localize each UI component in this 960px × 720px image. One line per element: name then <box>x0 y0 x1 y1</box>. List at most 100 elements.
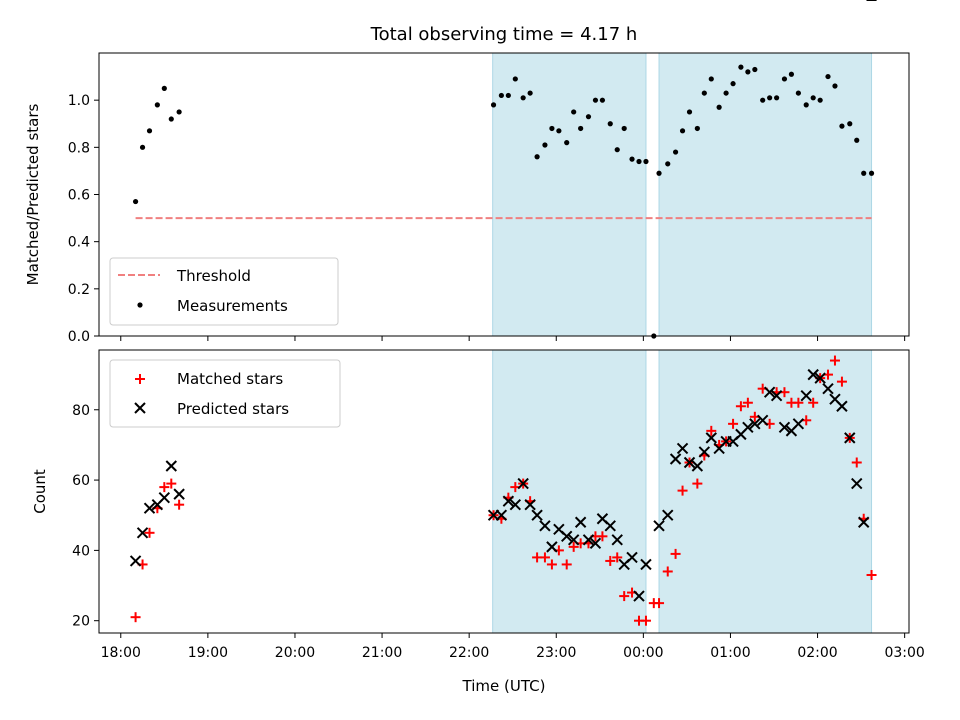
legend-measurements-swatch <box>137 302 143 308</box>
predicted-stars-point <box>502 495 515 507</box>
observing-window-2 <box>658 349 873 634</box>
matched-stars-point <box>793 397 804 408</box>
measurement-point <box>571 109 577 115</box>
matched-stars-point <box>568 541 579 552</box>
measurement-point <box>139 144 146 150</box>
measurement-point <box>636 158 642 165</box>
matched-stars-point <box>166 478 177 489</box>
y-tick-label: 0.6 <box>68 188 90 204</box>
measurement-point <box>679 128 686 134</box>
measurement-point <box>774 95 780 101</box>
measurement-point <box>168 116 174 122</box>
measurement-point <box>767 95 773 101</box>
measurement-point <box>665 161 671 167</box>
measurement-point <box>854 137 860 143</box>
x-tick-label: 23:00 <box>536 645 576 661</box>
predicted-stars-point <box>851 477 863 490</box>
matched-stars-point <box>546 559 557 570</box>
matched-stars-point <box>851 457 862 468</box>
measurement-point <box>154 102 160 108</box>
predicted-stars-point <box>165 460 177 472</box>
measurement-point <box>621 125 627 132</box>
measurement-point <box>592 97 599 103</box>
predicted-stars-point <box>531 509 543 521</box>
matched-stars-point <box>561 559 572 570</box>
matched-stars-point <box>539 552 550 563</box>
y-tick-label: 1.0 <box>68 93 90 109</box>
measurement-point <box>505 92 511 99</box>
ratio-legend: Threshold Measurements <box>109 257 339 326</box>
predicted-stars-point <box>517 477 529 490</box>
matched-stars-point <box>728 418 739 429</box>
y-tick-label: 60 <box>72 473 90 489</box>
predicted-stars-point <box>574 516 587 528</box>
measurement-point <box>694 125 700 132</box>
x-tick-label: 21:00 <box>362 645 402 661</box>
measurement-point <box>549 125 555 132</box>
measurement-point <box>146 128 153 134</box>
matched-stars-point <box>174 499 185 510</box>
measurement-point <box>132 198 139 205</box>
measurement-point <box>176 109 182 115</box>
count-y-ticks: 20 40 60 80 <box>72 403 99 630</box>
measurement-point <box>788 71 795 77</box>
observing-window-1 <box>492 52 647 337</box>
predicted-stars-point <box>763 386 776 398</box>
predicted-stars-point <box>611 534 623 546</box>
matched-stars-point <box>742 397 753 408</box>
count-points <box>129 0 877 626</box>
predicted-stars-point <box>561 530 573 543</box>
predicted-stars-point <box>626 551 638 564</box>
predicted-stars-point <box>683 456 696 469</box>
legend-box <box>109 359 341 428</box>
matched-stars-point <box>808 397 819 408</box>
x-tick-label: 00:00 <box>623 645 663 661</box>
measurement-point <box>847 121 853 127</box>
legend-box <box>109 257 339 326</box>
legend-measurements-label: Measurements <box>177 297 288 315</box>
predicted-stars-point <box>589 537 602 550</box>
predicted-stars-point <box>129 555 142 567</box>
predicted-stars-point <box>567 534 580 546</box>
predicted-stars-point <box>770 389 783 402</box>
y-tick-label: 0.0 <box>68 329 90 345</box>
predicted-stars-point <box>807 368 819 381</box>
measurement-point <box>599 97 606 103</box>
legend-predicted-swatch <box>134 402 146 414</box>
predicted-stars-point <box>778 421 791 434</box>
matched-stars-point <box>640 615 651 626</box>
matched-stars-point <box>866 569 877 580</box>
measurement-point <box>832 83 838 89</box>
legend-matched-label: Matched stars <box>177 370 283 388</box>
y-tick-label: 0.4 <box>68 235 90 251</box>
measurement-point <box>607 121 613 127</box>
ratio-y-axis-label: Matched/Predicted stars <box>24 104 42 286</box>
legend-threshold-label: Threshold <box>176 267 251 285</box>
measurement-point <box>760 97 766 103</box>
count-y-axis-label: Count <box>31 469 49 514</box>
x-tick-label: 22:00 <box>449 645 489 661</box>
measurement-point <box>716 104 722 110</box>
predicted-stars-point <box>698 446 711 458</box>
predicted-stars-point <box>822 382 834 395</box>
predicted-stars-point <box>836 400 848 412</box>
measurement-point <box>527 90 533 96</box>
predicted-stars-point <box>676 442 689 455</box>
measurement-point <box>803 102 809 108</box>
matched-stars-point <box>670 548 681 559</box>
matched-stars-point <box>829 355 840 366</box>
measurement-point <box>614 147 620 153</box>
matched-stars-point <box>159 482 170 493</box>
observing-windows <box>492 52 873 337</box>
x-tick-label: 01:00 <box>710 645 750 661</box>
observing-window-1 <box>492 349 647 634</box>
measurement-point <box>745 69 751 75</box>
ratio-x-ticks <box>120 336 906 341</box>
matched-stars-point <box>605 555 616 566</box>
measurement-point <box>512 76 518 82</box>
predicted-stars-point <box>158 491 171 504</box>
measurement-point <box>730 81 736 87</box>
measurement-point <box>534 154 540 160</box>
measurement-point <box>810 95 816 101</box>
measurement-point <box>564 140 570 146</box>
